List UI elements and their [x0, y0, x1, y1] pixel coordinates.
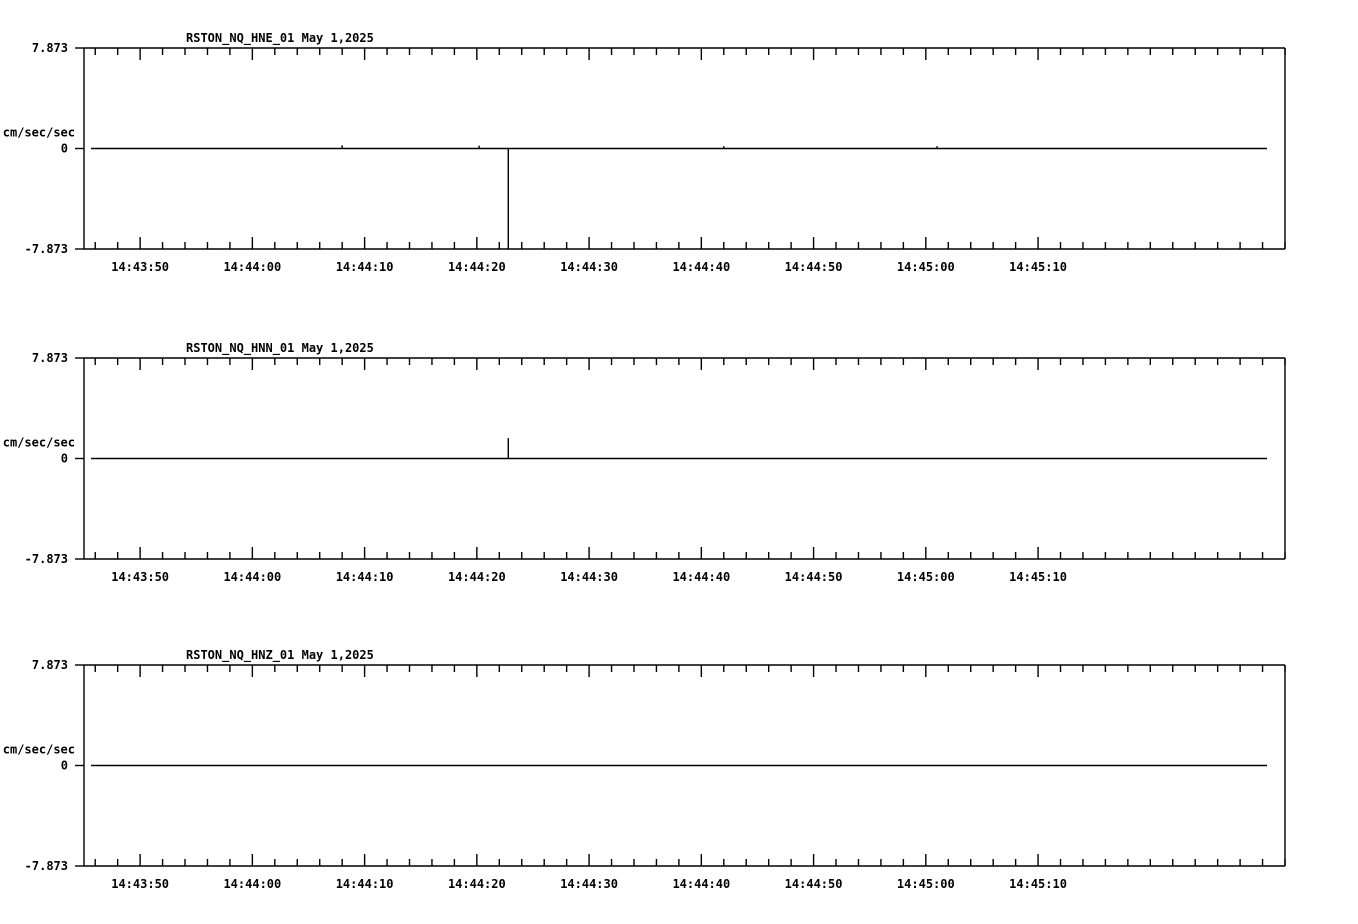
x-tick-label: 14:44:40 [672, 877, 730, 891]
x-tick-label: 14:44:10 [336, 877, 394, 891]
y-tick-label: 7.873 [32, 658, 68, 672]
panel-title: RSTON_NQ_HNZ_01 May 1,2025 [186, 648, 374, 663]
x-tick-label: 14:45:10 [1009, 570, 1067, 584]
y-tick-label: -7.873 [25, 552, 68, 566]
y-tick-label: 0 [61, 452, 68, 466]
y-axis-unit-label: cm/sec/sec [3, 436, 75, 450]
x-tick-label: 14:43:50 [111, 260, 169, 274]
x-tick-label: 14:44:00 [223, 877, 281, 891]
x-tick-label: 14:44:20 [448, 570, 506, 584]
y-axis-unit-label: cm/sec/sec [3, 743, 75, 757]
x-tick-label: 14:44:50 [785, 877, 843, 891]
y-axis-unit-label: cm/sec/sec [3, 126, 75, 140]
panel-title: RSTON_NQ_HNE_01 May 1,2025 [186, 31, 374, 46]
x-tick-label: 14:44:40 [672, 570, 730, 584]
x-tick-label: 14:44:50 [785, 570, 843, 584]
x-tick-label: 14:45:10 [1009, 260, 1067, 274]
x-tick-label: 14:44:10 [336, 570, 394, 584]
y-tick-label: -7.873 [25, 859, 68, 873]
x-tick-label: 14:44:20 [448, 877, 506, 891]
x-tick-label: 14:44:20 [448, 260, 506, 274]
x-tick-label: 14:44:30 [560, 877, 618, 891]
y-tick-label: 7.873 [32, 41, 68, 55]
x-tick-label: 14:43:50 [111, 570, 169, 584]
x-tick-label: 14:44:10 [336, 260, 394, 274]
panel-title: RSTON_NQ_HNN_01 May 1,2025 [186, 341, 374, 356]
x-tick-label: 14:45:00 [897, 877, 955, 891]
x-tick-label: 14:44:30 [560, 570, 618, 584]
x-tick-label: 14:44:50 [785, 260, 843, 274]
x-tick-label: 14:45:00 [897, 570, 955, 584]
x-tick-label: 14:45:00 [897, 260, 955, 274]
x-tick-label: 14:44:30 [560, 260, 618, 274]
x-tick-label: 14:43:50 [111, 877, 169, 891]
x-tick-label: 14:45:10 [1009, 877, 1067, 891]
x-tick-label: 14:44:00 [223, 570, 281, 584]
y-tick-label: 7.873 [32, 351, 68, 365]
x-tick-label: 14:44:40 [672, 260, 730, 274]
y-tick-label: -7.873 [25, 242, 68, 256]
x-tick-label: 14:44:00 [223, 260, 281, 274]
y-tick-label: 0 [61, 142, 68, 156]
y-tick-label: 0 [61, 759, 68, 773]
